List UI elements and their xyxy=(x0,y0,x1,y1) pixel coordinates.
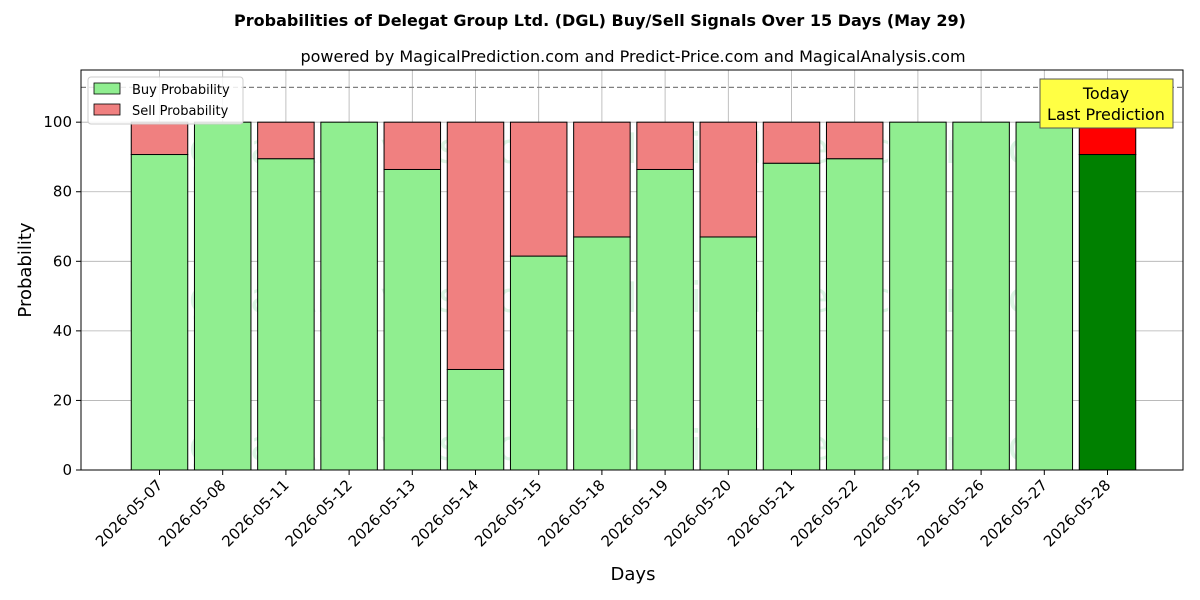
x-tick-label: 2026-05-12 xyxy=(282,476,356,550)
chart-subtitle: powered by MagicalPrediction.com and Pre… xyxy=(300,47,965,66)
annotation-line-2: Last Prediction xyxy=(1047,105,1165,124)
x-tick-label: 2026-05-20 xyxy=(661,476,735,550)
bar-sell xyxy=(130,121,189,156)
x-tick-label: 2026-05-28 xyxy=(1040,476,1114,550)
x-tick-label: 2026-05-26 xyxy=(914,476,988,550)
bar-buy xyxy=(573,236,631,471)
legend-swatch-sell xyxy=(93,103,121,116)
x-tick-label: 2026-05-15 xyxy=(471,476,545,550)
legend-label-sell: Sell Probability xyxy=(132,104,229,119)
y-tick-label: 0 xyxy=(62,461,72,479)
x-tick-label: 2026-05-18 xyxy=(534,476,608,550)
bar-buy xyxy=(762,162,821,471)
bar-buy xyxy=(889,121,947,471)
bar-sell xyxy=(446,121,505,370)
bar-buy xyxy=(257,158,315,471)
annotation-line-1: Today xyxy=(1082,84,1129,103)
y-tick-label: 20 xyxy=(53,391,72,409)
legend-label-buy: Buy Probability xyxy=(132,83,230,98)
bar-buy xyxy=(320,121,378,471)
bar-sell xyxy=(762,121,821,164)
bar-sell xyxy=(383,121,442,170)
bar-buy xyxy=(509,255,568,471)
bar-buy xyxy=(193,121,252,471)
bar-sell xyxy=(573,121,631,238)
x-tick-label: 2026-05-14 xyxy=(408,476,482,550)
bar-buy xyxy=(446,368,505,471)
bar-buy xyxy=(383,168,442,471)
bar-buy xyxy=(825,158,884,471)
bar-buy xyxy=(1078,154,1137,471)
x-tick-label: 2026-05-07 xyxy=(92,476,166,550)
y-tick-label: 100 xyxy=(43,113,72,131)
chart-title: Probabilities of Delegat Group Ltd. (DGL… xyxy=(234,11,966,30)
x-tick-label: 2026-05-22 xyxy=(787,476,861,550)
x-tick-label: 2026-05-08 xyxy=(155,476,229,550)
bar-sell xyxy=(636,121,694,170)
y-tick-label: 60 xyxy=(53,252,72,270)
bar-buy xyxy=(1015,121,1074,471)
bar-sell xyxy=(825,121,884,160)
bar-layer xyxy=(130,121,1137,471)
y-axis-label: Probability xyxy=(15,222,36,317)
plot-frame xyxy=(80,69,1184,471)
bar-buy xyxy=(130,154,189,471)
x-tick-label: 2026-05-27 xyxy=(977,476,1051,550)
bar-buy xyxy=(952,121,1010,471)
x-tick-label: 2026-05-25 xyxy=(850,476,924,550)
legend: Buy Probability Sell Probability xyxy=(87,76,244,125)
x-axis-label: Days xyxy=(611,564,656,585)
y-tick-label: 40 xyxy=(53,322,72,340)
bar-sell xyxy=(509,121,568,257)
bar-buy xyxy=(636,168,694,471)
x-tick-label: 2026-05-13 xyxy=(345,476,419,550)
x-tick-label: 2026-05-21 xyxy=(724,476,798,550)
bar-sell xyxy=(699,121,758,238)
annotation-box xyxy=(1039,78,1174,129)
y-tick-label: 80 xyxy=(53,183,72,201)
today-annotation: Today Last Prediction xyxy=(1039,78,1174,129)
x-tick-label: 2026-05-19 xyxy=(598,476,672,550)
legend-swatch-buy xyxy=(93,82,121,95)
x-tick-label: 2026-05-11 xyxy=(218,476,292,550)
bar-sell xyxy=(257,121,315,160)
bar-buy xyxy=(699,236,758,471)
legend-box xyxy=(87,76,244,125)
